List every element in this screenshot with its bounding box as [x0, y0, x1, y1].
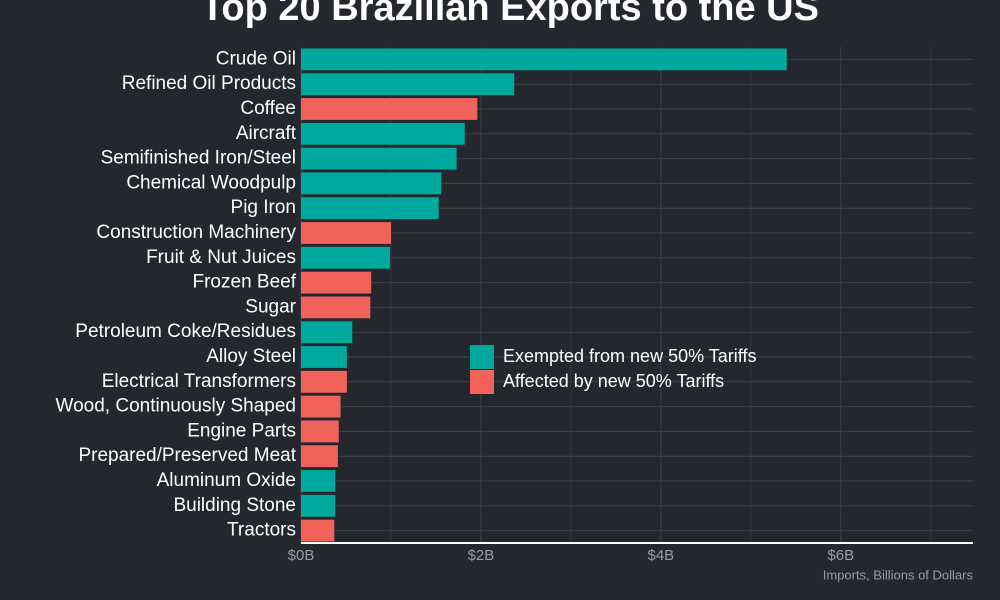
bar: [301, 519, 335, 542]
bar: [301, 420, 339, 443]
bar: [301, 147, 457, 170]
y-tick-label: Chemical Woodpulp: [126, 172, 296, 193]
y-tick-label: Aluminum Oxide: [157, 470, 296, 491]
bar: [301, 98, 478, 120]
y-tick-label: Tractors: [227, 520, 296, 541]
bar: [301, 222, 391, 244]
y-tick-label: Frozen Beef: [193, 272, 297, 293]
y-tick-label: Semifinished Iron/Steel: [101, 148, 296, 169]
bar: [301, 73, 515, 96]
bar: [301, 370, 347, 393]
legend-label: Affected by new 50% Tariffs: [503, 371, 724, 391]
x-tick-label: $0B: [288, 547, 315, 564]
x-tick-label: $4B: [647, 547, 674, 564]
bar: [301, 271, 372, 294]
bar: [301, 172, 442, 195]
bar: [301, 321, 353, 344]
y-tick-label: Alloy Steel: [206, 346, 296, 367]
legend-swatch: [470, 345, 494, 369]
bar: [301, 395, 341, 418]
y-tick-label: Engine Parts: [187, 420, 296, 441]
y-tick-label: Crude Oil: [216, 48, 296, 69]
y-tick-label: Pig Iron: [231, 197, 296, 218]
y-tick-label: Construction Machinery: [96, 222, 296, 243]
bar: [301, 445, 338, 468]
legend-label: Exempted from new 50% Tariffs: [503, 346, 756, 366]
x-tick-label: $6B: [827, 547, 854, 564]
y-tick-label: Building Stone: [173, 495, 296, 516]
y-tick-label: Petroleum Coke/Residues: [75, 321, 296, 342]
y-tick-label: Electrical Transformers: [102, 371, 296, 392]
y-tick-label: Refined Oil Products: [122, 73, 296, 94]
bar: [301, 246, 391, 269]
y-tick-label: Wood, Continuously Shaped: [56, 396, 296, 417]
legend-swatch: [470, 370, 494, 394]
bar: [301, 296, 371, 319]
x-axis-label: Imports, Billions of Dollars: [823, 567, 974, 582]
y-tick-label: Coffee: [240, 98, 296, 119]
bar: [301, 122, 465, 145]
y-tick-label: Prepared/Preserved Meat: [78, 445, 296, 466]
x-tick-label: $2B: [468, 547, 495, 564]
bar: [301, 470, 336, 492]
y-tick-label: Fruit & Nut Juices: [146, 247, 296, 268]
chart-title: Top 20 Brazilian Exports to the US: [201, 0, 819, 29]
bar: [301, 494, 336, 517]
bar: [301, 346, 347, 368]
y-tick-label: Sugar: [245, 296, 296, 317]
bar: [301, 48, 787, 71]
y-tick-label: Aircraft: [236, 123, 297, 144]
bar: [301, 197, 439, 220]
